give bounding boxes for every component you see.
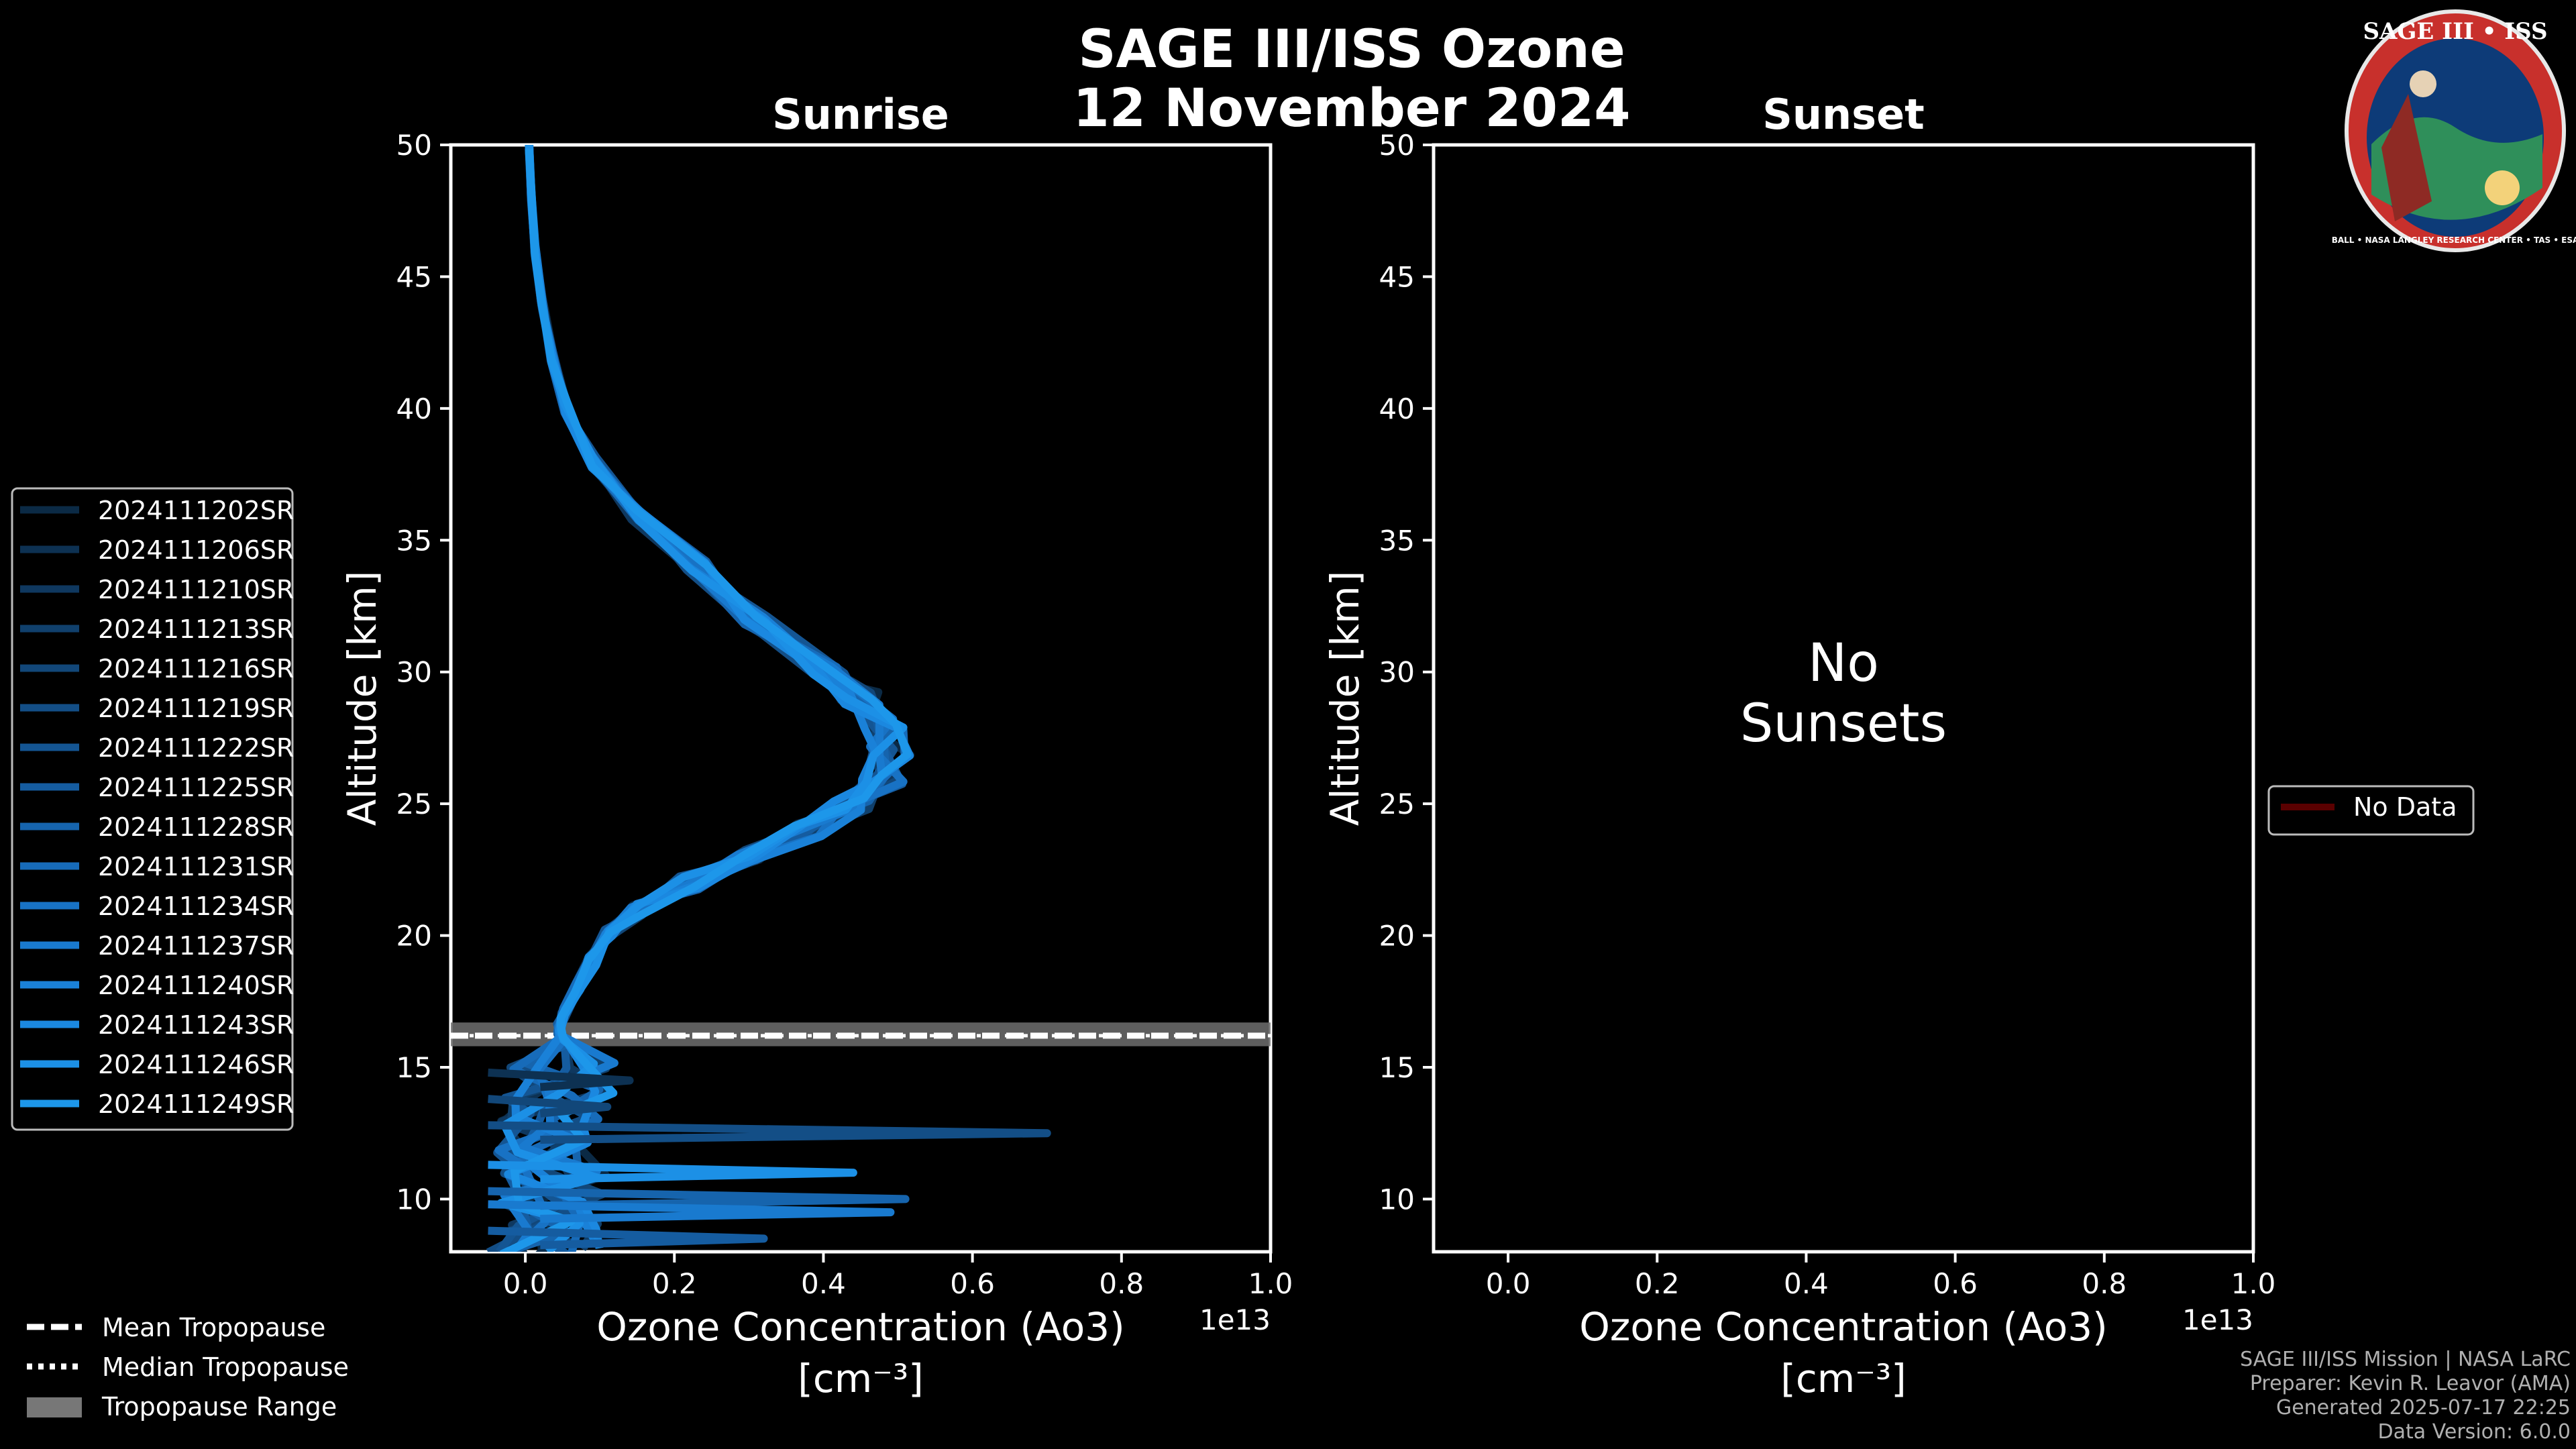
legend-label-2024111240SR: 2024111240SR: [98, 971, 294, 1000]
profile-spike: [488, 1068, 634, 1091]
footer-line1: SAGE III/ISS Mission | NASA LaRC: [2240, 1348, 2571, 1371]
legend-label-2024111231SR: 2024111231SR: [98, 852, 294, 881]
sunrise-xtick-label: 0.4: [801, 1267, 846, 1300]
sunset-annotation-line1: No: [1808, 633, 1879, 694]
median-tropopause-label: Median Tropopause: [102, 1352, 349, 1382]
sunset-title: Sunset: [1762, 90, 1925, 139]
sunset-ytick-label: 25: [1379, 788, 1415, 820]
sunrise-ytick-label: 20: [396, 920, 432, 953]
profile-spike: [488, 1200, 895, 1223]
legend-label-2024111219SR: 2024111219SR: [98, 694, 294, 723]
sunrise-ytick-label: 45: [396, 260, 432, 293]
sunset-ytick-label: 45: [1379, 260, 1415, 293]
sunrise-xtick-label: 1.0: [1248, 1267, 1293, 1300]
profile-spike: [488, 1187, 910, 1210]
sunrise-xtick-label: 0.8: [1099, 1267, 1144, 1300]
sunset-ytick-label: 50: [1379, 129, 1415, 162]
sunrise-title: Sunrise: [772, 90, 949, 139]
legend-label-2024111234SR: 2024111234SR: [98, 892, 294, 921]
sunset-xlabel: Ozone Concentration (Ao3): [1579, 1304, 2108, 1350]
sunrise-ytick-label: 15: [396, 1051, 432, 1084]
legend-label-2024111210SR: 2024111210SR: [98, 575, 294, 604]
legend-label-2024111202SR: 2024111202SR: [98, 496, 294, 525]
sunrise-ytick-label: 40: [396, 392, 432, 425]
sunset-ylabel: Altitude [km]: [1322, 571, 1368, 826]
tropopause-range-swatch: [27, 1397, 82, 1417]
profile-spike: [488, 1161, 857, 1183]
figure-title-line2: 12 November 2024: [1073, 78, 1630, 139]
sunset-xunit: [cm⁻³]: [1780, 1356, 1907, 1401]
sunrise-xtick-label: 0.0: [503, 1267, 548, 1300]
logo-ring-text: BALL • NASA LANGLEY RESEARCH CENTER • TA…: [2332, 235, 2576, 245]
legend-label-2024111216SR: 2024111216SR: [98, 654, 294, 684]
sunset-ytick-label: 10: [1379, 1183, 1415, 1216]
no-data-legend-label: No Data: [2353, 792, 2457, 822]
legend-label-2024111243SR: 2024111243SR: [98, 1010, 294, 1040]
sunrise-ytick-label: 25: [396, 788, 432, 820]
sunset-panel: Sunset 10 15 20 25 30 35 40 45 50 0.0 0.2 0.4 0.6 0.…: [1322, 90, 2275, 1401]
sunrise-ytick-label: 50: [396, 129, 432, 162]
sage-iii-iss-logo: SAGE III • ISS BALL • NASA LANGLEY RESEA…: [2332, 9, 2576, 252]
sunrise-panel: Sunrise 10 15 20 25 30 35 40 45 50 0.0 0.2 0.4 0.6 0…: [339, 90, 1293, 1401]
sunset-legend: No Data: [2267, 785, 2475, 836]
sunset-ytick-label: 15: [1379, 1051, 1415, 1084]
sunset-plot-frame: [1432, 143, 2255, 1254]
footer-line3: Generated 2025-07-17 22:25: [2276, 1396, 2571, 1419]
sunset-annotation-line2: Sunsets: [1740, 694, 1947, 754]
sunset-xtick-label: 1.0: [2231, 1267, 2276, 1300]
sunrise-xscale: 1e13: [1199, 1303, 1271, 1336]
sunrise-xlabel: Ozone Concentration (Ao3): [596, 1304, 1125, 1350]
footer: SAGE III/ISS Mission | NASA LaRC Prepare…: [2240, 1348, 2571, 1444]
sunrise-ytick-label: 35: [396, 524, 432, 557]
sunset-xscale: 1e13: [2182, 1303, 2253, 1336]
profile-spike: [488, 1095, 612, 1118]
sunset-xtick-label: 0.0: [1486, 1267, 1531, 1300]
legend-label-2024111228SR: 2024111228SR: [98, 812, 294, 842]
legend-label-2024111237SR: 2024111237SR: [98, 931, 294, 961]
sunset-ytick-label: 20: [1379, 920, 1415, 953]
profile-spike: [488, 1226, 768, 1250]
sunrise-ytick-label: 30: [396, 656, 432, 689]
sunset-xtick-label: 0.6: [1933, 1267, 1978, 1300]
sunset-xtick-label: 0.4: [1784, 1267, 1829, 1300]
series-legend: 2024111202SR 2024111206SR 2024111210SR 2024…: [11, 487, 294, 1131]
figure-title-line1: SAGE III/ISS Ozone: [1078, 19, 1625, 80]
sunrise-xunit: [cm⁻³]: [798, 1356, 924, 1401]
sunset-xtick-label: 0.8: [2082, 1267, 2127, 1300]
sunrise-ylabel: Altitude [km]: [339, 571, 385, 826]
logo-text: SAGE III • ISS: [2363, 18, 2547, 45]
sunrise-xtick-label: 0.6: [950, 1267, 995, 1300]
sunset-xtick-label: 0.2: [1635, 1267, 1680, 1300]
sunset-ytick-label: 40: [1379, 392, 1415, 425]
sunset-ytick-label: 35: [1379, 524, 1415, 557]
profile-spike: [488, 1121, 1051, 1144]
legend-label-2024111225SR: 2024111225SR: [98, 773, 294, 802]
legend-label-2024111249SR: 2024111249SR: [98, 1089, 294, 1119]
legend-label-2024111246SR: 2024111246SR: [98, 1050, 294, 1079]
mean-tropopause-label: Mean Tropopause: [102, 1313, 325, 1342]
tropopause-range-label: Tropopause Range: [101, 1392, 337, 1421]
footer-line4: Data Version: 6.0.0: [2378, 1420, 2571, 1444]
sunrise-ytick-label: 10: [396, 1183, 432, 1216]
sunset-ytick-label: 30: [1379, 656, 1415, 689]
legend-label-2024111222SR: 2024111222SR: [98, 733, 294, 763]
legend-label-2024111213SR: 2024111213SR: [98, 614, 294, 644]
tropopause-legend: Mean Tropopause Median Tropopause Tropop…: [27, 1313, 349, 1421]
legend-label-2024111206SR: 2024111206SR: [98, 535, 294, 565]
footer-line2: Preparer: Kevin R. Leavor (AMA): [2250, 1372, 2571, 1395]
sunrise-xtick-label: 0.2: [652, 1267, 697, 1300]
